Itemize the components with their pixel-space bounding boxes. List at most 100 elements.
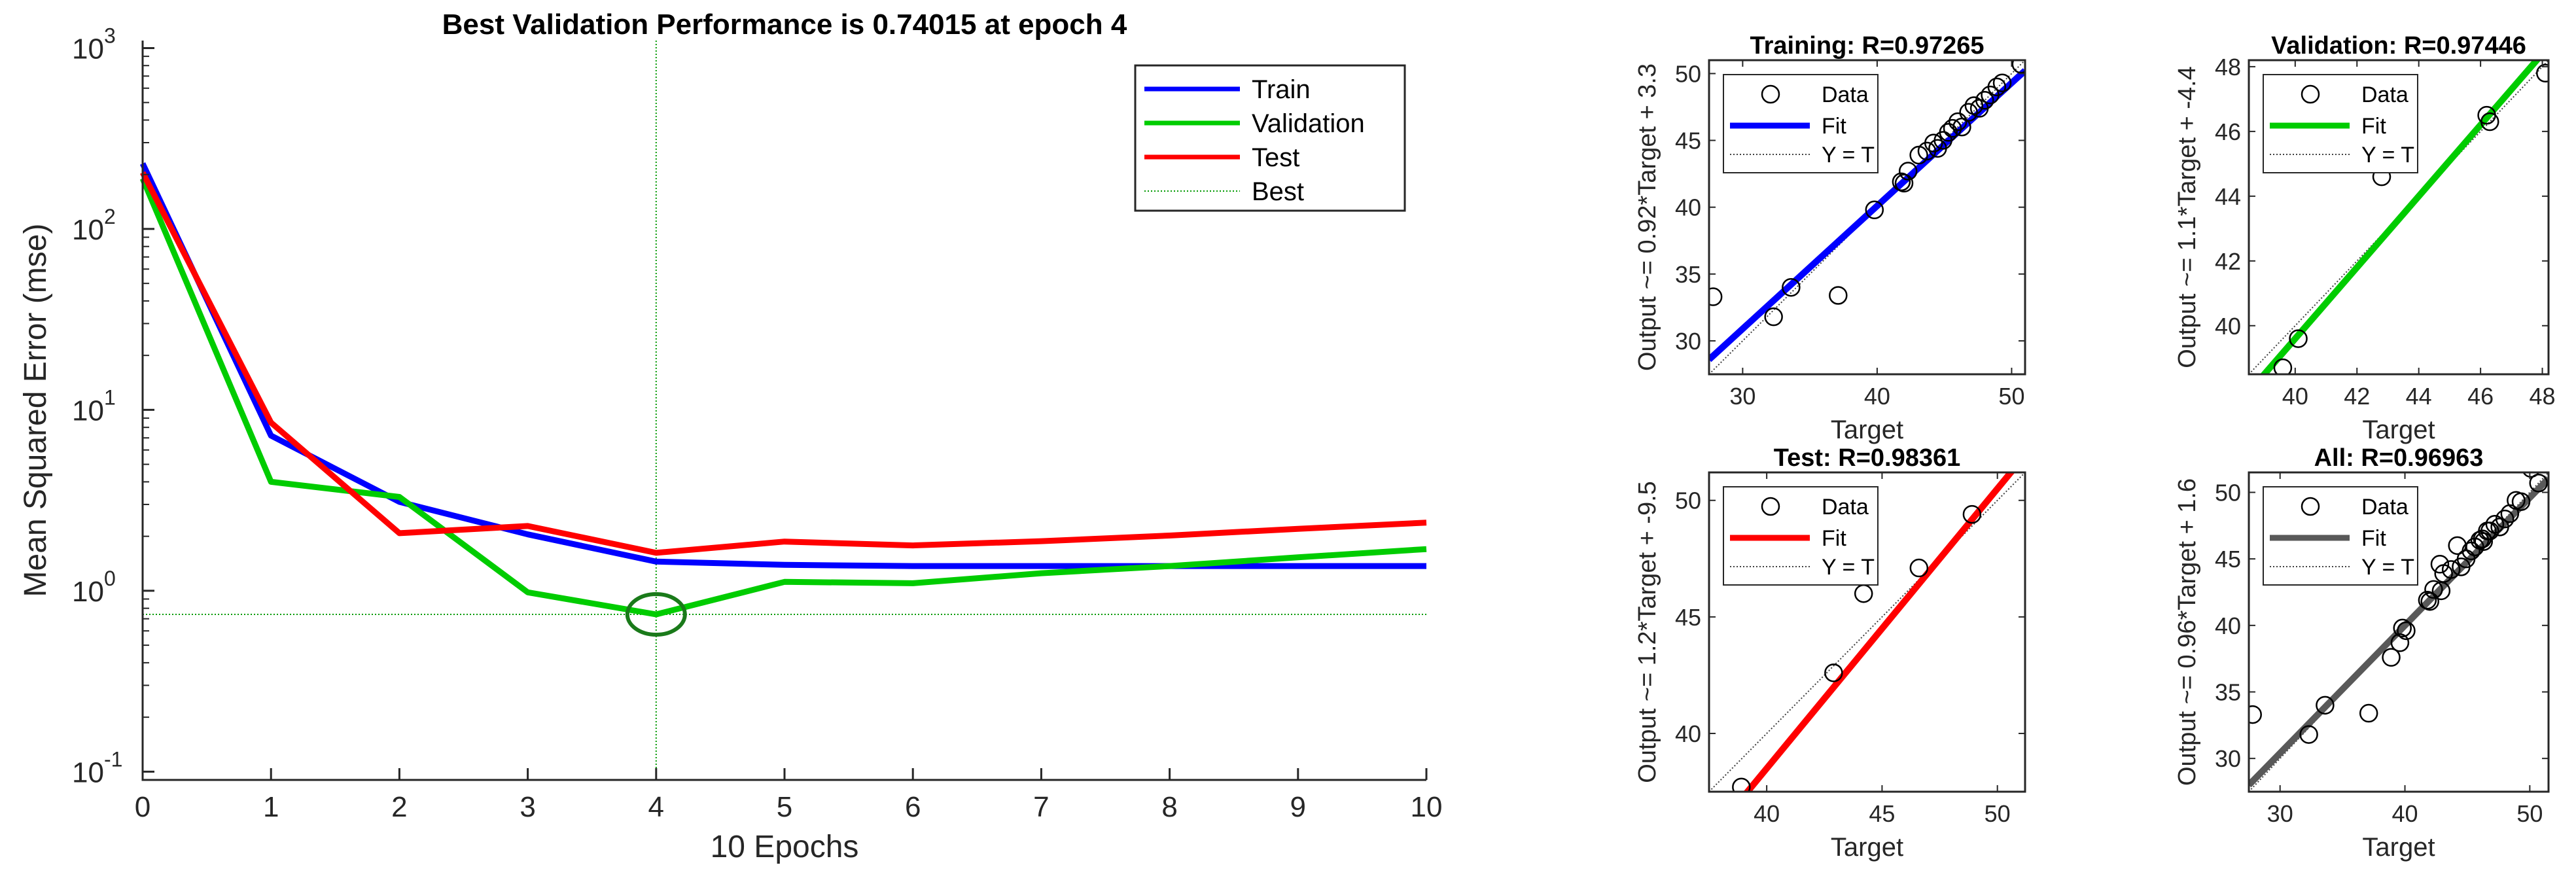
y-tick-base: 10 [72, 33, 104, 65]
y-tick-label: 40 [1675, 194, 1701, 221]
y-tick-label: 40 [2215, 612, 2241, 639]
y-tick-label: 10-1 [72, 747, 122, 788]
y-tick-label: 30 [2215, 745, 2241, 772]
data-point [1824, 663, 1843, 682]
x-tick-label: 50 [1985, 800, 2011, 827]
data-point [2485, 515, 2505, 534]
y-tick-label: 45 [1675, 604, 1701, 631]
legend-label-identity: Y = T [1822, 555, 1875, 580]
y-tick-label: 46 [2215, 118, 2241, 145]
plot-area [2249, 472, 2549, 792]
x-tick-label: 0 [135, 791, 150, 823]
test-series-line [139, 171, 1427, 556]
data-point [1948, 112, 1967, 132]
data-point [2430, 555, 2450, 574]
x-tick-label: 48 [2530, 383, 2556, 410]
regression-title: Training: R=0.97265 [1750, 32, 1985, 60]
data-point [1829, 286, 1848, 305]
x-tick-label: 1 [263, 791, 279, 823]
plot-area [1709, 60, 2025, 374]
performance-legend: Train Validation Test Best [1134, 64, 1406, 212]
legend-label-validation: Validation [1252, 109, 1365, 138]
y-tick-exponent: 1 [104, 385, 116, 409]
data-point [1709, 287, 1723, 306]
x-tick-label: 40 [2282, 383, 2308, 410]
regression-plot: 30 40 50 30 35 40 45 50 Training: R=0.97265 Targe… [1634, 32, 2026, 444]
data-point [2418, 590, 2437, 610]
y-tick-base: 10 [72, 576, 104, 608]
legend-label-fit: Fit [2361, 526, 2386, 551]
data-point [2359, 703, 2378, 723]
regression-plot: 40 42 44 46 48 40 42 44 46 48 Validation: R=0.9744… [2174, 32, 2556, 444]
data-point [1865, 200, 1884, 220]
regression-title: All: R=0.96963 [2314, 444, 2484, 472]
validation-series-line [139, 177, 1427, 618]
y-tick-label: 50 [1675, 487, 1701, 514]
data-point [2474, 532, 2494, 551]
regression-y-label: Output ~= 0.92*Target + 3.3 [1634, 63, 1661, 371]
regression-legend: Data Fit Y = T [1723, 74, 1879, 173]
data-point [2299, 725, 2318, 744]
x-tick-label: 5 [777, 791, 792, 823]
y-tick-label: 45 [2215, 546, 2241, 573]
regression-legend: Data Fit Y = T [2263, 486, 2418, 586]
plot-frame [1708, 471, 2026, 793]
data-point [2495, 509, 2514, 529]
train-series-line [139, 162, 1426, 569]
y-tick-label: 35 [2215, 679, 2241, 706]
data-point [1924, 133, 1943, 152]
y-tick-exponent: -1 [104, 747, 122, 771]
x-tick-label: 8 [1161, 791, 1177, 823]
legend-label-data: Data [2361, 495, 2408, 520]
data-point [2397, 621, 2416, 641]
x-tick-label: 10 [1411, 791, 1443, 823]
x-tick-label: 6 [905, 791, 921, 823]
legend-label-fit: Fit [2361, 114, 2386, 139]
legend-label-fit: Fit [1822, 114, 1846, 139]
data-point [2390, 633, 2410, 652]
regression-plot: 40 45 50 40 45 50 Test: R=0.98361 Target Output … [1634, 444, 2026, 862]
plot-frame [1708, 59, 2026, 376]
data-point [1854, 584, 1873, 603]
performance-x-label: 10 Epochs [711, 830, 859, 864]
y-tick-label: 30 [1675, 328, 1701, 355]
legend-swatch-data [2301, 497, 2320, 516]
regression-plot: 30 40 50 30 35 40 45 50 All: R=0.96963 Target Outp… [2174, 444, 2550, 862]
y-tick-label: 101 [72, 385, 116, 427]
legend-label-data: Data [1822, 495, 1869, 520]
y-tick-label: 100 [72, 567, 116, 608]
legend-swatch-data [2301, 84, 2320, 104]
legend-label-identity: Y = T [1822, 143, 1875, 168]
regression-x-label: Target [2362, 833, 2435, 862]
data-point [1991, 450, 2008, 467]
regression-y-label: Output ~= 0.96*Target + 1.6 [2174, 478, 2201, 786]
data-point [2382, 648, 2401, 667]
legend-label-train: Train [1252, 75, 1311, 104]
data-point [2420, 591, 2439, 611]
regression-x-label: Target [2362, 415, 2435, 444]
data-point [2011, 60, 2025, 74]
x-tick-label: 30 [2267, 800, 2293, 827]
data-point [2424, 580, 2443, 599]
data-point [2441, 560, 2461, 579]
legend-label-best: Best [1252, 177, 1304, 206]
plot-frame [2248, 471, 2550, 793]
regression-legend: Data Fit Y = T [1723, 486, 1879, 586]
data-point [1962, 504, 1982, 524]
y-tick-exponent: 3 [104, 24, 116, 47]
x-tick-label: 42 [2344, 383, 2370, 410]
x-tick-label: 4 [648, 791, 664, 823]
regression-y-label: Output ~= 1.2*Target + -9.5 [1634, 481, 1661, 783]
y-tick-exponent: 2 [104, 205, 116, 228]
data-point [1892, 172, 1911, 192]
data-point [1782, 277, 1801, 297]
data-point [2316, 696, 2335, 715]
data-point [1959, 103, 1978, 122]
regression-x-label: Target [1831, 415, 1903, 444]
x-tick-label: 7 [1033, 791, 1049, 823]
y-tick-label: 103 [72, 24, 116, 65]
x-tick-label: 3 [520, 791, 535, 823]
data-point [2536, 63, 2549, 83]
